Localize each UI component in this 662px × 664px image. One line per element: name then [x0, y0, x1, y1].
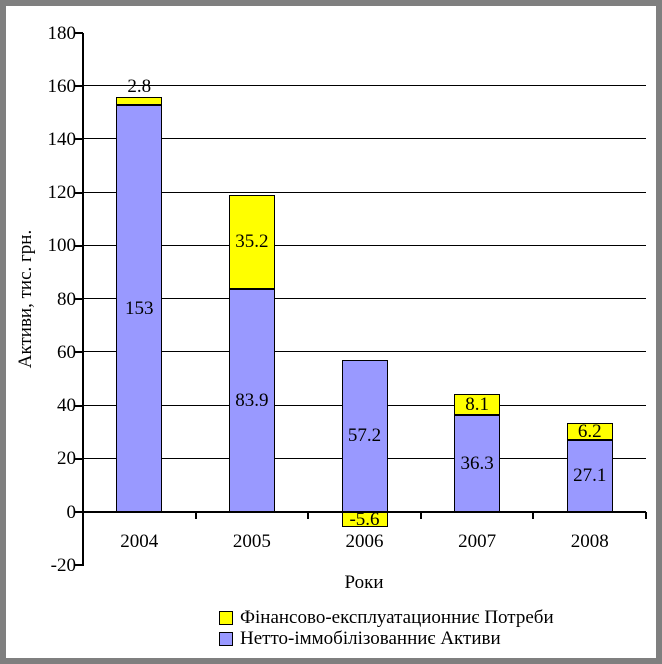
bar-segment-2005	[228, 195, 275, 289]
bar-segment-2004	[116, 97, 163, 105]
bar-segment-2005	[228, 288, 275, 512]
bar-value-label: 27.1	[573, 465, 607, 487]
y-tick-label: 40	[57, 395, 76, 417]
x-axis-tick	[194, 512, 197, 519]
x-axis-tick	[419, 512, 422, 519]
y-axis-line	[82, 33, 84, 566]
legend-label: Фінансово-експлуатационниє Потреби	[240, 606, 554, 628]
legend-item: Нетто-іммобілізованниє Активи	[219, 628, 554, 649]
gridline	[83, 298, 646, 299]
y-axis-tick	[75, 244, 83, 247]
bar-segment-2004	[116, 104, 163, 512]
bar-value-label: 35.2	[235, 231, 269, 253]
bar-segment-2007	[454, 393, 501, 416]
gridline	[83, 351, 646, 352]
legend-label: Нетто-іммобілізованниє Активи	[240, 627, 501, 649]
x-axis-tick	[532, 512, 535, 519]
y-axis-tick	[75, 351, 83, 354]
x-category-label: 2007	[458, 531, 497, 552]
bar-segment-2008	[566, 423, 613, 440]
y-tick-label: 80	[57, 288, 76, 310]
y-tick-label: 140	[47, 128, 77, 150]
x-category-label: 2008	[570, 531, 609, 552]
x-axis-tick	[645, 512, 647, 519]
x-category-label: 2005	[232, 531, 271, 552]
y-tick-label: 60	[57, 341, 76, 363]
x-axis-tick	[307, 512, 310, 519]
y-axis-tick	[75, 457, 83, 460]
gridline	[83, 245, 646, 246]
y-axis-tick	[75, 32, 83, 34]
bar-segment-2007	[454, 415, 501, 512]
y-tick-label: 100	[47, 235, 77, 257]
y-axis-tick	[75, 564, 83, 567]
y-axis-title: Активи, тис. грн.	[15, 229, 36, 369]
bar-value-label: 8.1	[465, 394, 489, 416]
y-tick-label: 20	[57, 448, 76, 470]
gridline	[83, 192, 646, 193]
bar-value-label: 36.3	[460, 453, 494, 475]
gridline	[83, 85, 646, 86]
bar-value-label: 153	[125, 297, 154, 319]
bar-value-label: -5.6	[349, 508, 380, 530]
y-axis-tick	[75, 138, 83, 141]
y-tick-label: 160	[47, 75, 77, 97]
y-axis-tick	[75, 85, 83, 88]
legend-swatch-icon	[219, 610, 233, 625]
bar-value-label: 83.9	[235, 389, 269, 411]
x-category-label: 2004	[120, 531, 159, 552]
x-axis-title: Роки	[344, 572, 384, 593]
y-tick-label: 180	[47, 22, 77, 44]
y-axis-tick	[75, 404, 83, 407]
y-axis-tick	[75, 191, 83, 194]
y-axis-tick	[75, 511, 83, 513]
y-axis-tick	[75, 298, 83, 301]
x-axis-line	[82, 511, 646, 513]
legend: Фінансово-експлуатационниє Потреби Нетто-…	[219, 607, 554, 649]
bar-value-label: 2.8	[127, 76, 152, 98]
legend-swatch-icon	[219, 631, 233, 646]
bar-segment-2006	[341, 359, 388, 512]
bar-value-label: 6.2	[577, 421, 602, 443]
x-category-label: 2006	[345, 531, 384, 552]
y-tick-label: -20	[50, 554, 76, 576]
legend-item: Фінансово-експлуатационниє Потреби	[219, 607, 554, 628]
gridline	[83, 138, 646, 139]
bar-segment-2008	[566, 439, 613, 512]
bar-value-label: 57.2	[347, 425, 382, 447]
y-tick-label: 0	[66, 501, 77, 523]
y-tick-label: 120	[47, 182, 77, 204]
